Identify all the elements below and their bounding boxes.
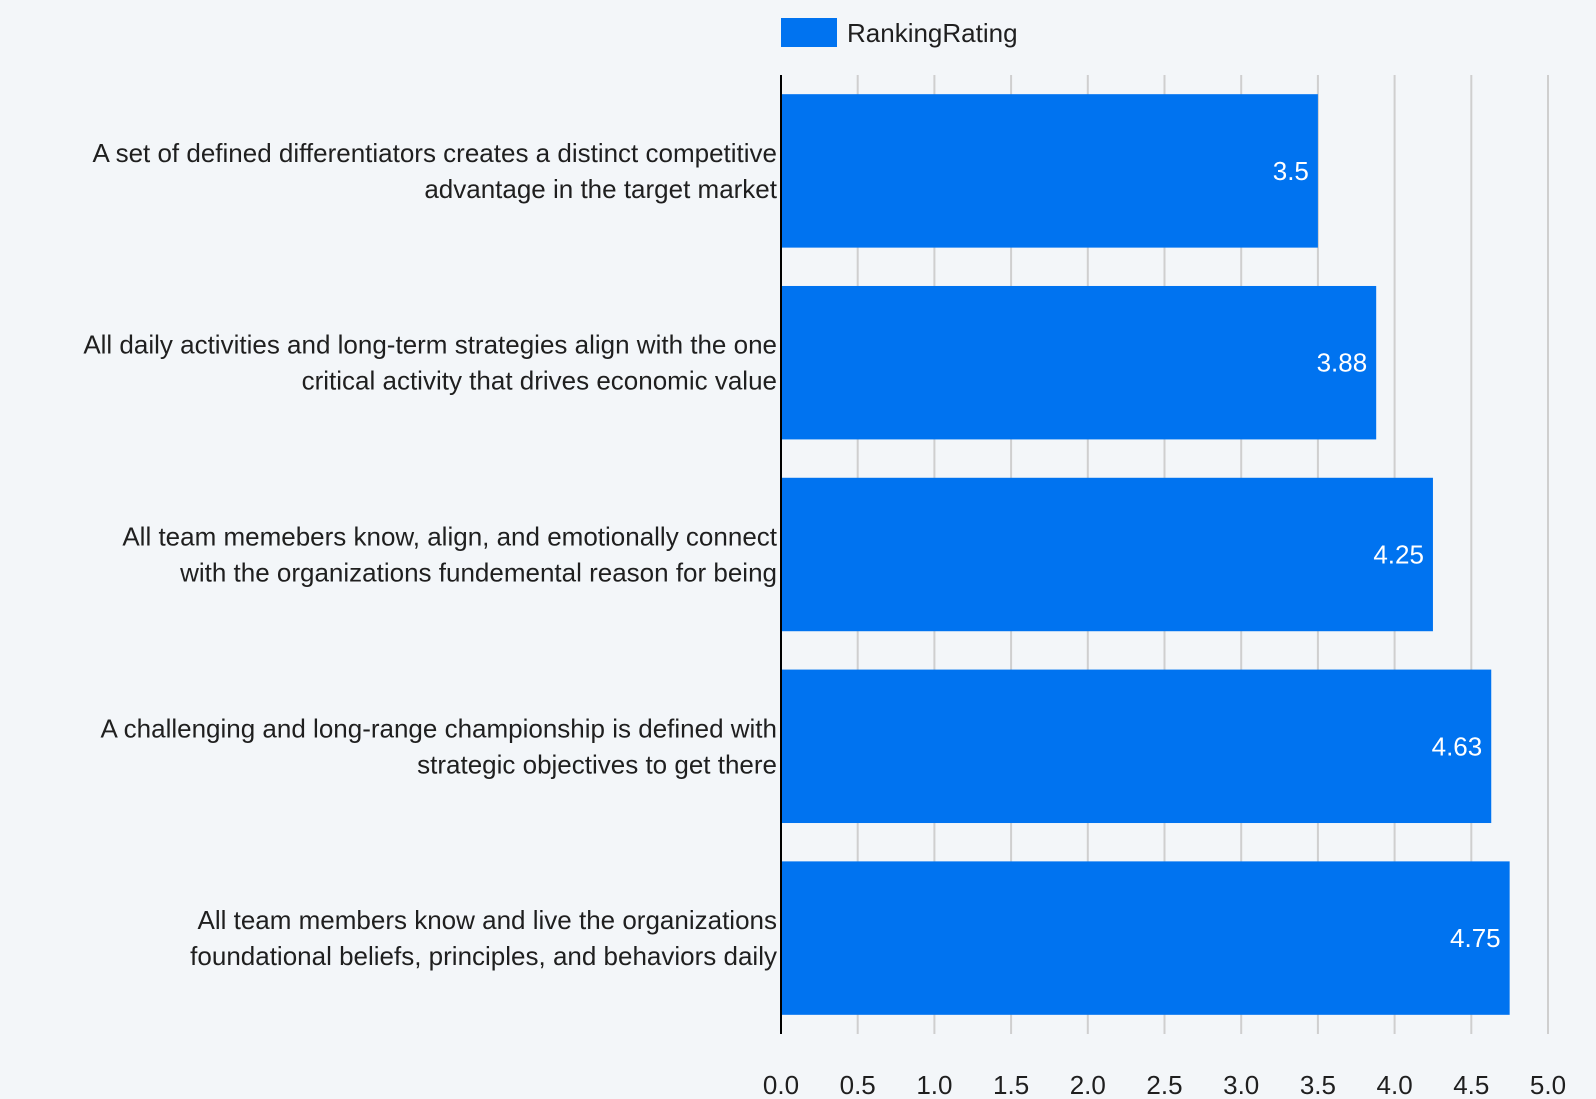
- data-label: 4.75: [1450, 923, 1501, 953]
- bar: [781, 477, 1433, 632]
- category-labels: A set of defined differentiators creates…: [83, 138, 777, 971]
- data-label: 4.25: [1373, 540, 1424, 570]
- category-label-line: A set of defined differentiators creates…: [92, 138, 777, 168]
- category-label-line: A challenging and long-range championshi…: [101, 713, 777, 743]
- data-label: 3.88: [1317, 348, 1368, 378]
- x-tick-label: 4.5: [1453, 1070, 1489, 1099]
- category-label: A set of defined differentiators creates…: [92, 138, 777, 204]
- category-label-line: All daily activities and long-term strat…: [83, 330, 777, 360]
- x-tick-label: 2.5: [1146, 1070, 1182, 1099]
- data-label: 3.5: [1273, 156, 1309, 186]
- bar: [781, 669, 1492, 824]
- x-tick-label: 3.0: [1223, 1070, 1259, 1099]
- bar: [781, 285, 1377, 440]
- category-label-line: All team memebers know, align, and emoti…: [122, 522, 777, 552]
- legend: RankingRating: [781, 18, 1018, 48]
- bar: [781, 861, 1510, 1015]
- category-label-line: advantage in the target market: [424, 174, 777, 204]
- x-axis-ticks: 0.0 0.5 1.0 1.5 2.0 2.5 3.0 3.5 4.0 4.5 5.0: [763, 1070, 1566, 1099]
- data-label: 4.63: [1432, 731, 1483, 761]
- category-label: All daily activities and long-term strat…: [83, 330, 777, 396]
- x-tick-label: 4.0: [1377, 1070, 1413, 1099]
- category-label: A challenging and long-range championshi…: [101, 713, 777, 779]
- x-tick-label: 3.5: [1300, 1070, 1336, 1099]
- bar: [781, 94, 1318, 248]
- category-label: All team memebers know, align, and emoti…: [122, 522, 777, 588]
- x-tick-label: 0.5: [840, 1070, 876, 1099]
- legend-swatch: [781, 18, 837, 47]
- category-label: All team members know and live the organ…: [190, 905, 777, 971]
- x-tick-label: 0.0: [763, 1070, 799, 1099]
- category-label-line: foundational beliefs, principles, and be…: [190, 941, 777, 971]
- bars: 3.5 3.88 4.25 4.63 4.75: [781, 94, 1510, 1015]
- legend-label: RankingRating: [847, 18, 1018, 48]
- category-label-line: critical activity that drives economic v…: [302, 366, 777, 396]
- x-tick-label: 1.0: [916, 1070, 952, 1099]
- category-label-line: with the organizations fundemental reaso…: [179, 558, 777, 588]
- x-tick-label: 5.0: [1530, 1070, 1566, 1099]
- x-tick-label: 2.0: [1070, 1070, 1106, 1099]
- category-label-line: strategic objectives to get there: [417, 749, 777, 779]
- x-tick-label: 1.5: [993, 1070, 1029, 1099]
- category-label-line: All team members know and live the organ…: [197, 905, 777, 935]
